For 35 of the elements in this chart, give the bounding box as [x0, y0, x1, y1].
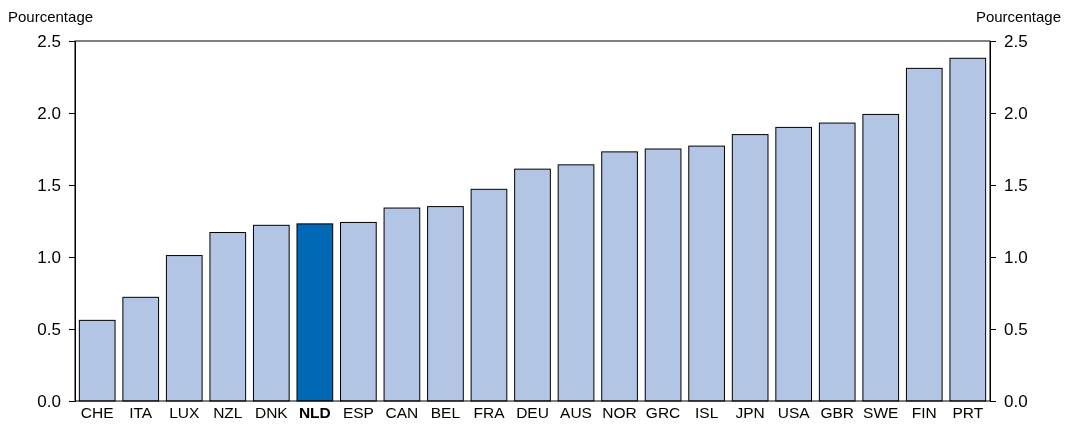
x-tick-label: PRT — [952, 404, 984, 422]
x-tick-label: CHE — [80, 404, 114, 422]
x-tick-label: FIN — [911, 404, 937, 422]
x-tick-label: SWE — [863, 404, 899, 422]
x-tick-label: NLD — [298, 404, 331, 422]
x-tick-label: LUX — [169, 404, 200, 422]
y-tick-label: 2.5 — [37, 31, 61, 51]
x-tick-label: ITA — [129, 404, 153, 422]
x-tick-label: ESP — [342, 404, 374, 422]
y2-tick-label: 2.0 — [1004, 103, 1028, 123]
x-tick-label: JPN — [735, 404, 765, 422]
y-tick-label: 2.0 — [37, 103, 61, 123]
y-axis-title: Pourcentage — [8, 8, 94, 25]
y-tick-label: 0.0 — [37, 391, 61, 411]
x-tick-label: FRA — [473, 404, 506, 422]
x-tick-label: BEL — [430, 404, 461, 422]
x-tick-label: ISL — [694, 404, 719, 422]
x-tick-label: DNK — [254, 404, 289, 422]
x-tick-label: NOR — [602, 404, 637, 422]
x-tick-label: NZL — [213, 404, 243, 422]
y2-axis-title: Pourcentage — [975, 8, 1061, 25]
y2-tick-label: 0.0 — [1004, 391, 1028, 411]
x-tick-label: GBR — [820, 404, 855, 422]
y-tick-label: 0.5 — [37, 319, 61, 339]
x-tick-label: CAN — [385, 404, 419, 422]
y2-tick-label: 1.0 — [1004, 247, 1028, 267]
y2-tick-label: 0.5 — [1004, 319, 1028, 339]
x-tick-label: AUS — [560, 404, 592, 422]
y-tick-label: 1.5 — [37, 175, 61, 195]
x-tick-label: USA — [777, 404, 811, 422]
x-tick-label: DEU — [516, 404, 549, 422]
y2-tick-label: 2.5 — [1004, 31, 1028, 51]
y-tick-label: 1.0 — [37, 247, 61, 267]
y2-tick-label: 1.5 — [1004, 175, 1028, 195]
x-tick-label: GRC — [645, 404, 681, 422]
